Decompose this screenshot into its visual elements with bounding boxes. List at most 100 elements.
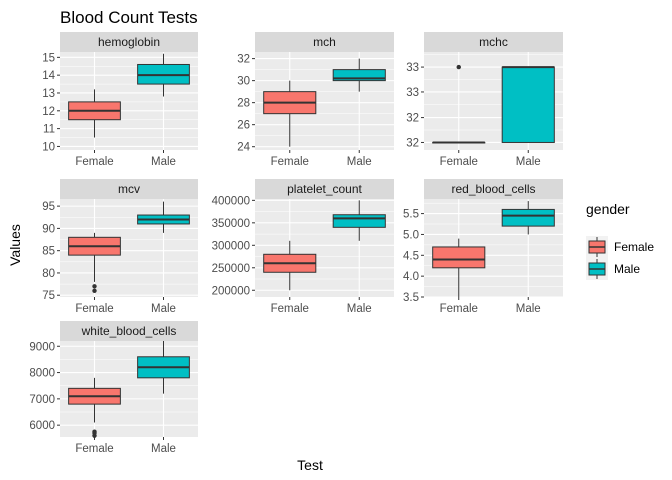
panel-mcv: mcv 75 80 85 90 95 Female Male bbox=[42, 179, 198, 315]
legend-title: gender bbox=[586, 201, 630, 217]
facet-strip-label: platelet_count bbox=[287, 182, 362, 196]
y-tick-label: 90 bbox=[42, 223, 55, 235]
box-male bbox=[332, 58, 386, 92]
y-tick-label: 350000 bbox=[212, 218, 250, 230]
facet-panels: hemoglobin 10 11 12 13 14 15 Female Male mch 24 26 2… bbox=[29, 32, 563, 455]
y-tick-label: 33 bbox=[406, 87, 419, 99]
facet-strip-label: red_blood_cells bbox=[451, 182, 535, 196]
x-tick-label: Male bbox=[151, 443, 176, 455]
box-male bbox=[137, 341, 190, 394]
box-body bbox=[432, 246, 486, 269]
y-tick-label: 32 bbox=[237, 54, 250, 66]
facet-strip bbox=[255, 32, 394, 52]
outlier-point bbox=[92, 288, 97, 293]
y-tick-label: 15 bbox=[42, 52, 55, 64]
box-body bbox=[501, 66, 555, 143]
y-tick-label: 5.0 bbox=[403, 229, 419, 241]
box-female bbox=[432, 64, 486, 144]
box-male bbox=[137, 201, 190, 233]
y-tick-label: 200000 bbox=[212, 285, 250, 297]
x-tick-label: Female bbox=[271, 156, 309, 168]
box-male bbox=[501, 66, 555, 143]
box-female bbox=[263, 80, 317, 147]
y-axis-title: Values bbox=[7, 224, 23, 266]
x-tick-label: Male bbox=[347, 156, 372, 168]
y-tick-label: 28 bbox=[237, 98, 250, 110]
panel-red-blood-cells: red_blood_cells 3.5 4.0 4.5 5.0 5.5 Female Male bbox=[403, 179, 563, 315]
y-tick-label: 300000 bbox=[212, 240, 250, 252]
x-tick-label: Female bbox=[440, 156, 478, 168]
panel-mchc: mchc 32 32 33 33 Female Male bbox=[406, 32, 563, 168]
y-tick-label: 32 bbox=[406, 137, 419, 149]
y-tick-label: 7000 bbox=[29, 394, 55, 406]
facet-strip bbox=[424, 179, 563, 199]
y-tick-label: 24 bbox=[237, 142, 250, 154]
y-tick-label: 85 bbox=[42, 246, 55, 258]
box-female bbox=[68, 89, 121, 138]
y-tick-label: 250000 bbox=[212, 263, 250, 275]
x-tick-label: Female bbox=[271, 303, 309, 315]
y-tick-label: 400000 bbox=[212, 195, 250, 207]
x-tick-label: Female bbox=[75, 156, 113, 168]
y-tick-label: 12 bbox=[42, 106, 55, 118]
panel-white-blood-cells: white_blood_cells 6000 7000 8000 9000 Female M… bbox=[29, 321, 198, 455]
legend-item-female: Female bbox=[586, 236, 654, 258]
y-tick-label: 5.5 bbox=[403, 209, 419, 221]
y-tick-label: 11 bbox=[43, 124, 55, 136]
facet-strip bbox=[60, 321, 198, 341]
x-tick-label: Male bbox=[516, 303, 541, 315]
legend-label: Female bbox=[614, 240, 654, 254]
facet-strip-label: mchc bbox=[479, 35, 508, 49]
legend-label: Male bbox=[614, 262, 640, 276]
y-tick-label: 14 bbox=[42, 70, 55, 82]
y-tick-label: 4.5 bbox=[403, 250, 419, 262]
x-tick-label: Male bbox=[516, 156, 541, 168]
legend-item-male: Male bbox=[586, 258, 640, 280]
x-tick-label: Male bbox=[151, 303, 176, 315]
y-tick-label: 30 bbox=[237, 76, 250, 88]
y-tick-label: 10 bbox=[42, 141, 55, 153]
box-body bbox=[332, 214, 386, 228]
x-tick-label: Male bbox=[151, 156, 176, 168]
facet-strip-label: mcv bbox=[118, 182, 140, 196]
y-tick-label: 80 bbox=[42, 268, 55, 280]
facet-strip-label: mch bbox=[313, 35, 336, 49]
panel-mch: mch 24 26 28 30 32 Female Male bbox=[237, 32, 394, 168]
outlier-point bbox=[456, 64, 461, 70]
box-male bbox=[501, 201, 555, 235]
legend: gender Female Male bbox=[586, 201, 654, 280]
facet-strip bbox=[424, 32, 563, 52]
y-tick-label: 4.0 bbox=[403, 271, 419, 283]
y-tick-label: 9000 bbox=[29, 341, 55, 353]
x-tick-label: Male bbox=[347, 303, 372, 315]
facet-strip bbox=[255, 179, 394, 199]
box-female bbox=[68, 232, 121, 293]
facet-strip bbox=[60, 32, 198, 52]
y-tick-label: 95 bbox=[42, 201, 55, 213]
x-tick-label: Female bbox=[440, 303, 478, 315]
x-axis-title: Test bbox=[297, 457, 323, 473]
facet-strip bbox=[60, 179, 198, 199]
box-body bbox=[332, 69, 386, 82]
y-tick-label: 33 bbox=[406, 62, 419, 74]
box-female bbox=[68, 377, 121, 438]
box-female bbox=[263, 240, 317, 291]
y-tick-label: 75 bbox=[42, 290, 55, 302]
y-tick-label: 3.5 bbox=[403, 292, 419, 304]
box-female bbox=[432, 238, 486, 297]
y-tick-label: 8000 bbox=[29, 368, 55, 380]
chart-title: Blood Count Tests bbox=[60, 8, 198, 27]
y-tick-label: 26 bbox=[237, 120, 250, 132]
y-tick-label: 13 bbox=[42, 88, 55, 100]
y-tick-label: 6000 bbox=[29, 420, 55, 432]
panel-background bbox=[255, 199, 394, 297]
box-male bbox=[137, 53, 190, 97]
panel-platelet-count: platelet_count 200000 250000 300000 350000 40… bbox=[212, 179, 394, 315]
y-tick-label: 32 bbox=[406, 113, 419, 125]
outlier-point bbox=[92, 429, 97, 434]
box-body bbox=[501, 208, 555, 227]
box-male bbox=[332, 200, 386, 241]
x-tick-label: Female bbox=[75, 443, 113, 455]
facet-strip-label: white_blood_cells bbox=[81, 324, 177, 338]
